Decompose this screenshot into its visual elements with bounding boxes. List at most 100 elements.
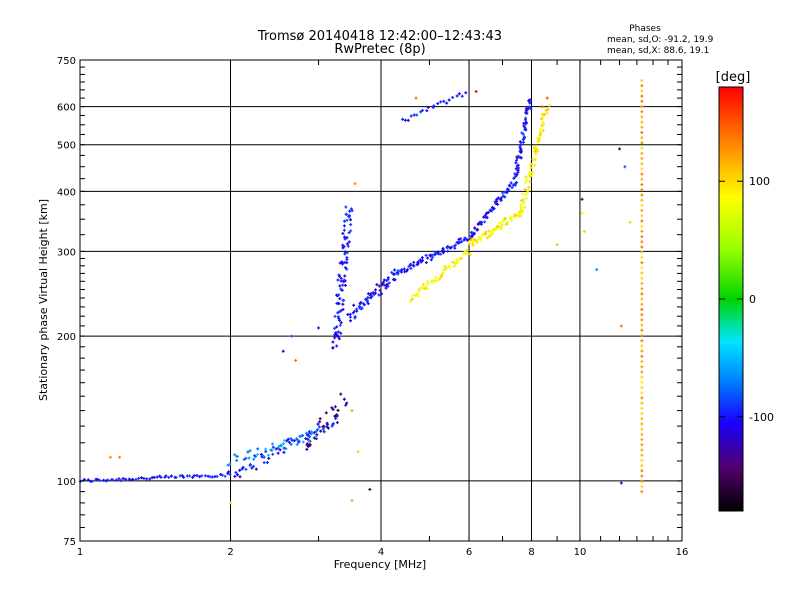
data-point (366, 296, 370, 300)
x-tick-label: 4 (378, 547, 384, 558)
data-point (343, 237, 347, 241)
data-point (640, 281, 644, 285)
data-point (195, 474, 199, 478)
colorbar-ticks: 100 0 -100 (719, 175, 774, 424)
data-point (640, 240, 644, 244)
data-point (640, 131, 644, 135)
data-point (496, 202, 500, 206)
x-tick-label: 16 (676, 547, 689, 558)
data-point (517, 154, 521, 158)
data-point (468, 252, 472, 256)
data-point (640, 401, 644, 405)
data-point (545, 111, 549, 115)
data-point (254, 467, 258, 471)
data-point (339, 321, 343, 325)
data-point (340, 288, 344, 292)
data-point (301, 440, 305, 444)
data-point (503, 195, 507, 199)
data-point (640, 125, 644, 129)
data-point (476, 222, 480, 226)
data-point (507, 184, 511, 188)
data-point (505, 220, 509, 224)
data-point (380, 292, 384, 296)
data-point (312, 431, 316, 435)
data-point (441, 268, 445, 272)
data-point (640, 490, 644, 494)
data-point (333, 336, 337, 340)
x-tick-label: 1 (77, 547, 83, 558)
data-point (290, 438, 294, 442)
x-tick-label: 2 (227, 547, 233, 558)
data-point (640, 292, 644, 296)
data-point (152, 475, 156, 479)
y-tick-label: 75 (63, 537, 76, 548)
data-point (443, 264, 447, 268)
data-point (545, 96, 549, 100)
data-point (229, 501, 232, 505)
data-point (528, 101, 532, 105)
data-point (433, 253, 437, 257)
data-point (640, 464, 644, 468)
data-point (330, 424, 334, 428)
data-point (502, 218, 506, 222)
data-point (305, 431, 309, 435)
data-point (640, 214, 644, 218)
data-point (365, 300, 369, 304)
data-point (119, 479, 123, 483)
data-point (640, 229, 644, 233)
data-point (462, 238, 466, 242)
data-point (425, 287, 429, 291)
data-point (490, 205, 494, 209)
data-point (528, 98, 532, 102)
data-point (337, 293, 341, 297)
data-point (343, 283, 347, 287)
data-point (522, 201, 526, 205)
data-point (337, 337, 341, 341)
data-point (459, 237, 463, 241)
data-point (349, 218, 353, 222)
data-point (640, 396, 644, 400)
data-point (336, 330, 340, 334)
data-point (198, 475, 202, 479)
data-point (510, 215, 514, 219)
data-point (523, 118, 527, 122)
data-point (343, 274, 347, 278)
data-point (522, 135, 526, 139)
data-point (501, 194, 505, 198)
data-point (447, 98, 451, 102)
data-point (640, 427, 644, 431)
data-point (271, 452, 275, 456)
data-point (640, 172, 644, 176)
data-point (445, 101, 449, 105)
data-point (529, 107, 533, 111)
data-point (341, 283, 345, 287)
data-point (265, 460, 269, 464)
data-point (420, 109, 424, 113)
data-point (298, 434, 302, 438)
data-point (471, 242, 475, 246)
data-point (373, 288, 377, 292)
data-point (484, 232, 488, 236)
data-point (640, 151, 644, 155)
data-point (640, 360, 644, 364)
data-point (531, 170, 535, 174)
data-point (137, 476, 141, 480)
data-point (417, 288, 421, 292)
data-point (640, 307, 644, 311)
data-point (108, 455, 112, 459)
data-point (287, 440, 291, 444)
data-point (318, 420, 322, 424)
data-point (338, 284, 342, 288)
data-point (331, 346, 335, 350)
data-point (455, 261, 459, 265)
data-point (164, 474, 168, 478)
data-point (333, 326, 337, 330)
data-point (338, 261, 342, 265)
data-point (306, 437, 310, 441)
data-point (316, 422, 320, 426)
data-point (640, 167, 644, 171)
data-point (264, 447, 268, 451)
data-point (284, 447, 288, 451)
data-point (640, 474, 644, 478)
data-point (544, 108, 548, 112)
